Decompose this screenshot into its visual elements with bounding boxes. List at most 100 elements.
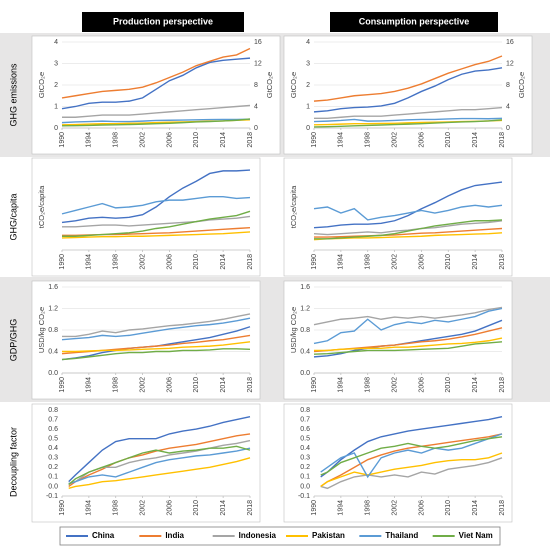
series-line: India — [320, 433, 503, 488]
y-tick-label: 0.3 — [48, 455, 58, 462]
y-axis-label: tCO₂e/capita — [289, 185, 298, 228]
x-tick-label: 2006 — [418, 500, 425, 516]
panel — [283, 157, 513, 277]
y-tick-label: -0.1 — [46, 493, 58, 500]
y2-tick-label: 0 — [254, 125, 258, 132]
x-tick-label: 2018 — [499, 500, 506, 516]
x-tick-label: 2010 — [445, 500, 452, 516]
y2-tick-label: 8 — [254, 82, 258, 89]
series-line: Viet Nam — [61, 348, 251, 361]
y-tick-label: 0.1 — [48, 474, 58, 481]
y-tick-label: 1 — [54, 103, 58, 110]
x-tick-label: 1998 — [365, 132, 372, 148]
y-axis-label: GtCO₂e — [37, 72, 46, 98]
x-tick-label: 2002 — [139, 254, 146, 270]
series-line: India — [313, 55, 503, 102]
series-line: Indonesia — [62, 215, 251, 228]
series-line: Thailand — [313, 117, 503, 123]
x-tick-label: 1998 — [113, 132, 120, 148]
x-tick-label: 2018 — [247, 254, 254, 270]
panel — [31, 35, 281, 155]
series-line: Indonesia — [62, 104, 251, 118]
x-tick-label: 2018 — [247, 500, 254, 516]
series-line: China — [313, 181, 503, 229]
y-tick-label: 0.2 — [300, 464, 310, 471]
series-line: China — [313, 67, 503, 113]
y-tick-label: 1.6 — [48, 284, 58, 291]
legend-label: China — [92, 531, 115, 540]
y-tick-label: 0.0 — [48, 370, 58, 377]
series-line: India — [61, 47, 251, 99]
y-tick-label: 3 — [54, 60, 58, 67]
series-line: Viet Nam — [61, 118, 251, 127]
y-tick-label: 0.8 — [300, 407, 310, 414]
legend-label: Viet Nam — [459, 531, 493, 540]
series-line: Viet Nam — [313, 341, 503, 355]
x-tick-label: 2014 — [220, 132, 227, 148]
x-tick-label: 2010 — [193, 377, 200, 393]
y-tick-label: 2 — [306, 82, 310, 89]
y-tick-label: 1.6 — [300, 284, 310, 291]
x-tick-label: 2010 — [445, 377, 452, 393]
x-tick-label: 1994 — [86, 500, 93, 516]
y-tick-label: 0 — [54, 125, 58, 132]
series-line: Thailand — [320, 433, 503, 479]
y2-tick-label: 4 — [506, 103, 510, 110]
series-line: Pakistan — [61, 231, 251, 239]
x-tick-label: 2002 — [139, 132, 146, 148]
x-tick-label: 1990 — [59, 377, 66, 393]
x-tick-label: 2006 — [166, 377, 173, 393]
x-tick-label: 1998 — [365, 254, 372, 270]
y-tick-label: 4 — [306, 39, 310, 46]
series-line: Indonesia — [320, 457, 503, 490]
y-tick-label: 0.8 — [48, 327, 58, 334]
y-axis-label: tCO₂e/capita — [37, 185, 46, 228]
y2-tick-label: 4 — [254, 103, 258, 110]
y-tick-label: 0.4 — [300, 445, 310, 452]
y-tick-label: 0.8 — [300, 327, 310, 334]
x-tick-label: 1990 — [59, 132, 66, 148]
x-tick-label: 1994 — [86, 254, 93, 270]
x-tick-label: 2006 — [418, 132, 425, 148]
column-header-box — [82, 12, 244, 32]
series-line: Indonesia — [313, 220, 503, 236]
series-line: Indonesia — [314, 106, 503, 120]
x-tick-label: 2014 — [220, 254, 227, 270]
y-tick-label: 0.4 — [48, 445, 58, 452]
y2-tick-label: 16 — [254, 39, 262, 46]
x-tick-label: 1998 — [113, 377, 120, 393]
y-tick-label: 0.2 — [48, 464, 58, 471]
y-tick-label: 4 — [54, 39, 58, 46]
y-tick-label: -0.1 — [298, 493, 310, 500]
legend-label: Thailand — [385, 531, 418, 540]
y-tick-label: 2 — [54, 82, 58, 89]
x-tick-label: 1990 — [311, 377, 318, 393]
y2-tick-label: 12 — [254, 60, 262, 67]
x-tick-label: 2018 — [247, 377, 254, 393]
legend-label: Pakistan — [312, 531, 345, 540]
series-line: Thailand — [61, 195, 251, 215]
x-tick-label: 2018 — [499, 132, 506, 148]
legend-label: India — [165, 531, 184, 540]
series-line: India — [68, 433, 251, 488]
x-tick-label: 2010 — [193, 500, 200, 516]
x-tick-label: 2002 — [391, 500, 398, 516]
series-line: Viet Nam — [314, 219, 503, 240]
legend-box — [59, 526, 501, 546]
series-line: Pakistan — [62, 341, 251, 353]
x-tick-label: 2002 — [391, 377, 398, 393]
panel — [283, 280, 513, 400]
series-line: Pakistan — [314, 337, 503, 352]
x-tick-label: 2002 — [391, 132, 398, 148]
x-tick-label: 1998 — [365, 377, 372, 393]
x-tick-label: 2010 — [445, 254, 452, 270]
x-tick-label: 1994 — [338, 132, 345, 148]
series-line: Thailand — [313, 204, 503, 221]
y-axis-label: USD/kg CO₂e — [37, 307, 46, 353]
y-tick-label: 0.8 — [48, 407, 58, 414]
x-tick-label: 1990 — [59, 500, 66, 516]
row-label: Decoupling factor — [8, 427, 18, 497]
x-tick-label: 2014 — [472, 132, 479, 148]
series-line: Pakistan — [68, 457, 251, 490]
